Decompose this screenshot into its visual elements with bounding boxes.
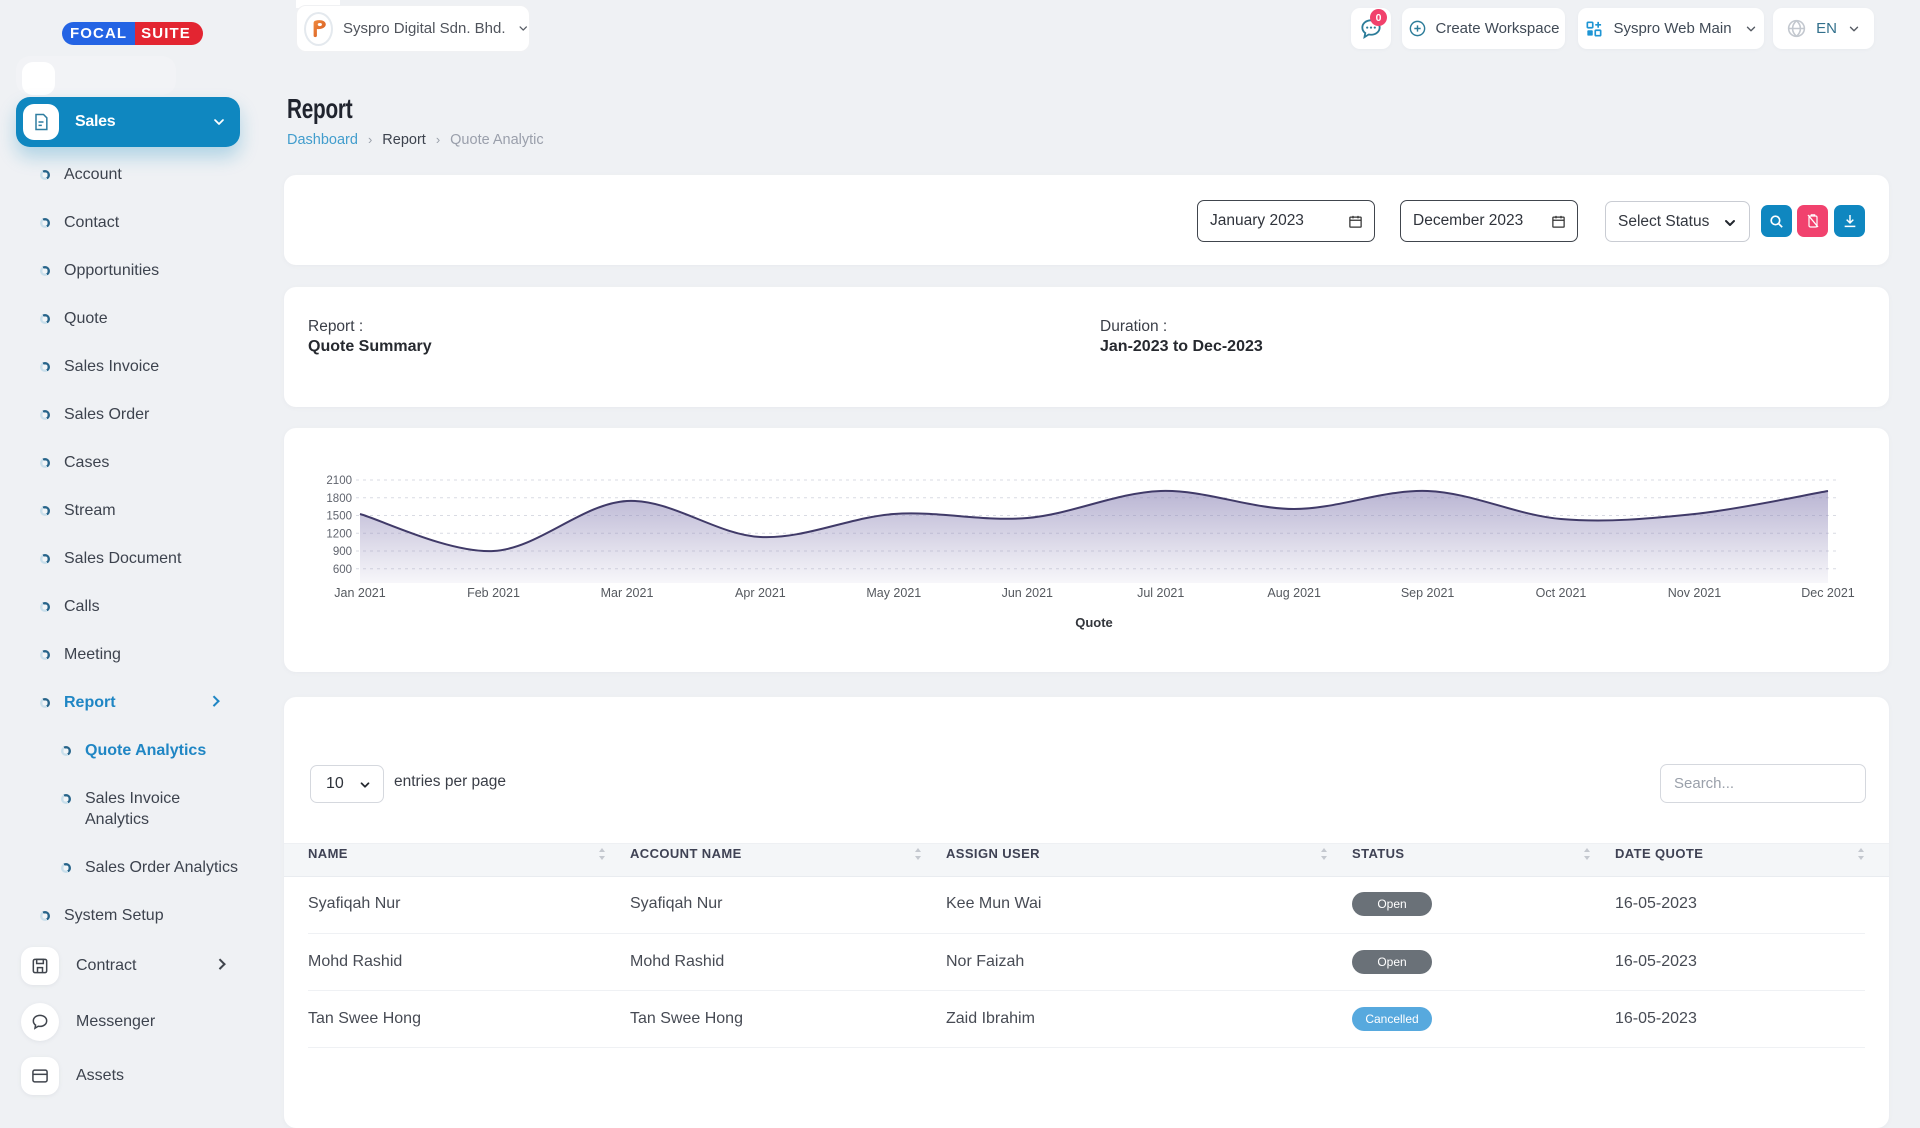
- svg-text:Apr 2021: Apr 2021: [735, 586, 786, 600]
- svg-text:1500: 1500: [326, 511, 352, 523]
- svg-text:Jun 2021: Jun 2021: [1002, 586, 1053, 600]
- svg-text:1200: 1200: [326, 528, 352, 540]
- svg-text:600: 600: [333, 564, 352, 576]
- svg-text:Jan 2021: Jan 2021: [334, 586, 385, 600]
- svg-text:Quote: Quote: [1075, 615, 1113, 630]
- svg-text:Oct 2021: Oct 2021: [1536, 586, 1587, 600]
- svg-text:Feb 2021: Feb 2021: [467, 586, 520, 600]
- svg-text:Sep 2021: Sep 2021: [1401, 586, 1455, 600]
- svg-text:Jul 2021: Jul 2021: [1137, 586, 1184, 600]
- svg-text:1800: 1800: [326, 493, 352, 505]
- svg-text:May 2021: May 2021: [866, 586, 921, 600]
- svg-text:2100: 2100: [326, 475, 352, 487]
- svg-text:Nov 2021: Nov 2021: [1668, 586, 1722, 600]
- svg-text:Dec 2021: Dec 2021: [1801, 586, 1855, 600]
- svg-text:Aug 2021: Aug 2021: [1267, 586, 1321, 600]
- svg-text:900: 900: [333, 546, 352, 558]
- svg-text:Mar 2021: Mar 2021: [601, 586, 654, 600]
